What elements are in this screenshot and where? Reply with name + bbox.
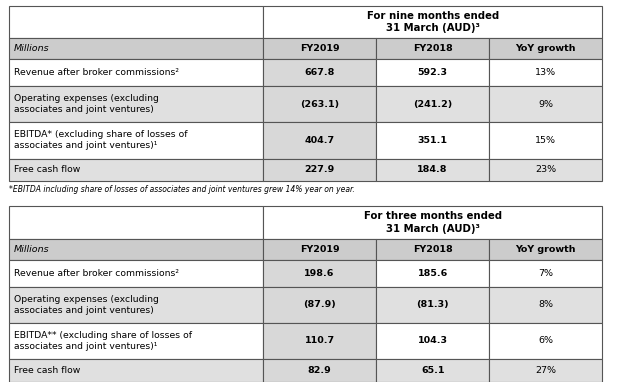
Text: 227.9: 227.9 [304,165,335,175]
Text: 351.1: 351.1 [418,136,448,145]
Bar [9,86,263,122]
Text: 184.8: 184.8 [418,165,448,175]
Text: *EBITDA including share of losses of associates and joint ventures grew 14% year: *EBITDA including share of losses of ass… [9,185,355,194]
Bar [489,159,602,181]
Bar [263,38,376,59]
Text: 13%: 13% [535,68,556,77]
Bar [9,323,263,359]
Text: For nine months ended
31 March (AUD)³: For nine months ended 31 March (AUD)³ [367,11,499,33]
Bar [263,260,376,286]
Text: (81.3): (81.3) [416,300,449,309]
Bar [376,323,489,359]
Text: 667.8: 667.8 [304,68,335,77]
Bar [489,359,602,382]
Bar [376,38,489,59]
Bar [263,86,376,122]
Bar [489,239,602,260]
Bar [9,59,263,86]
Text: (263.1): (263.1) [300,100,339,108]
Text: Free cash flow: Free cash flow [14,165,80,175]
Text: 592.3: 592.3 [418,68,448,77]
Text: FY2018: FY2018 [413,245,452,254]
Text: 9%: 9% [538,100,553,108]
Text: 7%: 7% [538,269,553,278]
Bar [376,59,489,86]
Bar [263,122,376,159]
Bar [9,6,263,38]
Bar [263,159,376,181]
Text: Millions: Millions [14,44,50,53]
Text: 8%: 8% [538,300,553,309]
Text: 185.6: 185.6 [418,269,448,278]
Text: Free cash flow: Free cash flow [14,366,80,375]
Bar [376,122,489,159]
Text: Operating expenses (excluding
associates and joint ventures): Operating expenses (excluding associates… [14,94,159,114]
Text: Revenue after broker commissions²: Revenue after broker commissions² [14,269,179,278]
Bar [9,38,263,59]
Text: 65.1: 65.1 [421,366,444,375]
Text: 404.7: 404.7 [304,136,335,145]
Text: Millions: Millions [14,245,50,254]
Text: For three months ended
31 March (AUD)³: For three months ended 31 March (AUD)³ [364,211,501,234]
Bar [489,122,602,159]
Bar [263,206,602,239]
Bar [263,359,376,382]
Bar [376,359,489,382]
Bar [489,323,602,359]
Bar [263,239,376,260]
Text: 15%: 15% [536,136,556,145]
Bar [9,286,263,323]
Bar [376,286,489,323]
Bar [376,86,489,122]
Bar [489,38,602,59]
Text: 23%: 23% [535,165,556,175]
Bar [376,159,489,181]
Bar [489,260,602,286]
Text: YoY growth: YoY growth [515,44,576,53]
Text: Operating expenses (excluding
associates and joint ventures): Operating expenses (excluding associates… [14,295,159,315]
Text: EBITDA** (excluding share of losses of
associates and joint ventures)¹: EBITDA** (excluding share of losses of a… [14,331,192,351]
Text: 27%: 27% [536,366,556,375]
Bar [263,6,602,38]
Text: FY2019: FY2019 [300,44,340,53]
Bar [9,239,263,260]
Bar [263,59,376,86]
Bar [9,206,263,239]
Text: 82.9: 82.9 [307,366,331,375]
Bar [263,323,376,359]
Text: EBITDA* (excluding share of losses of
associates and joint ventures)¹: EBITDA* (excluding share of losses of as… [14,130,187,151]
Text: FY2018: FY2018 [413,44,452,53]
Text: (87.9): (87.9) [303,300,336,309]
Text: Revenue after broker commissions²: Revenue after broker commissions² [14,68,179,77]
Bar [489,86,602,122]
Bar [9,122,263,159]
Bar [9,260,263,286]
Bar [263,286,376,323]
Text: YoY growth: YoY growth [515,245,576,254]
Bar [9,359,263,382]
Text: 104.3: 104.3 [418,337,448,345]
Text: 110.7: 110.7 [304,337,335,345]
Bar [376,260,489,286]
Text: (241.2): (241.2) [413,100,452,108]
Bar [9,159,263,181]
Text: FY2019: FY2019 [300,245,340,254]
Bar [489,286,602,323]
Bar [489,59,602,86]
Text: 6%: 6% [538,337,553,345]
Bar [376,239,489,260]
Text: 198.6: 198.6 [304,269,335,278]
